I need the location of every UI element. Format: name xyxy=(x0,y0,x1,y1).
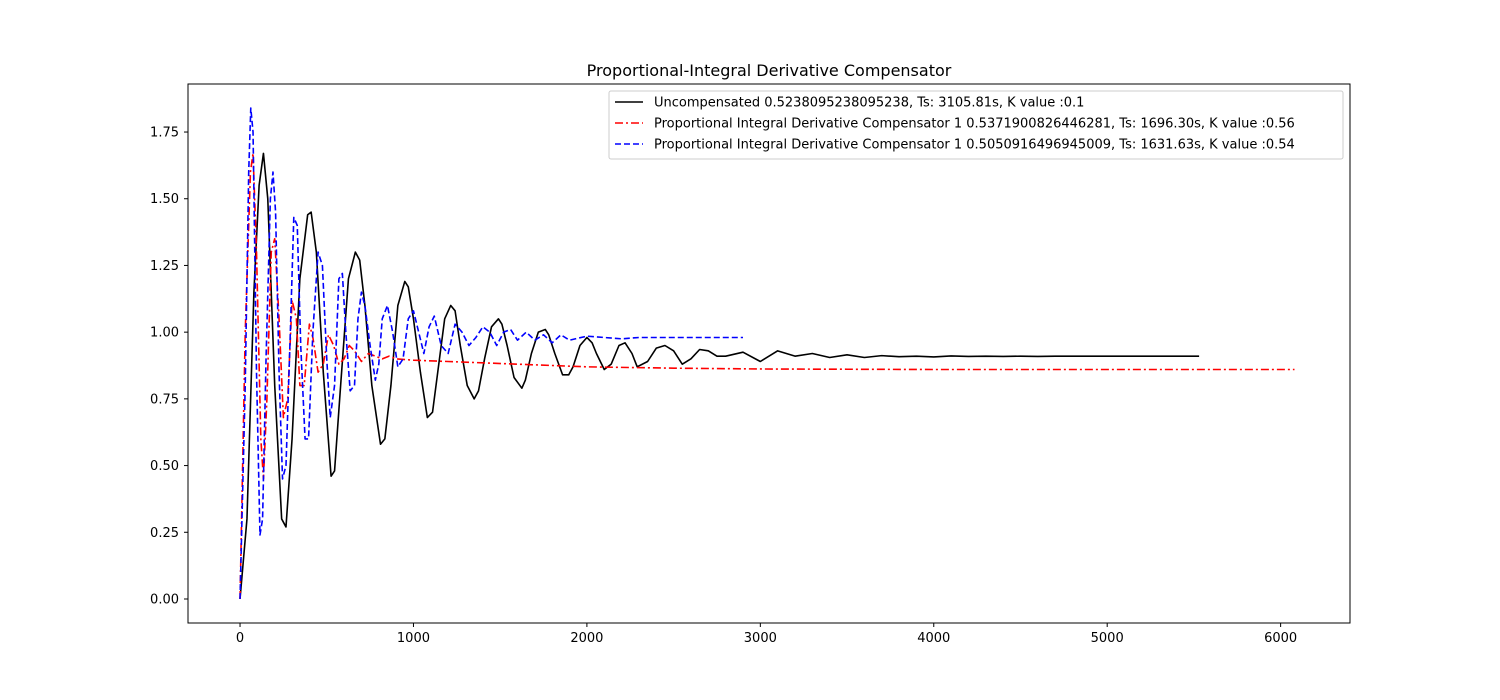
x-tick-label: 4000 xyxy=(917,631,950,646)
y-tick-label: 0.25 xyxy=(150,526,179,541)
y-axis: 0.00 0.25 0.50 0.75 1.00 1.25 1.50 1.75 xyxy=(150,126,188,607)
y-tick-label: 0.50 xyxy=(150,459,179,474)
y-tick-label: 1.25 xyxy=(150,259,179,274)
chart-title: Proportional-Integral Derivative Compens… xyxy=(587,61,952,80)
legend: Uncompensated 0.5238095238095238, Ts: 31… xyxy=(608,90,1344,160)
legend-box xyxy=(608,90,1344,160)
x-tick-label: 3000 xyxy=(744,631,777,646)
x-tick-label: 2000 xyxy=(570,631,603,646)
series-layer xyxy=(239,107,1295,600)
legend-label-2: Proportional Integral Derivative Compens… xyxy=(654,117,1295,132)
y-tick-label: 0.00 xyxy=(150,592,179,607)
y-tick-label: 1.00 xyxy=(150,326,179,341)
y-tick-label: 1.75 xyxy=(150,126,179,141)
x-axis: 0 1000 2000 3000 4000 5000 6000 xyxy=(236,623,1297,646)
x-tick-label: 6000 xyxy=(1264,631,1297,646)
series-line-2 xyxy=(239,152,1295,600)
series-line-3 xyxy=(239,107,743,600)
legend-label-1: Uncompensated 0.5238095238095238, Ts: 31… xyxy=(654,96,1084,111)
x-tick-label: 0 xyxy=(236,631,244,646)
legend-label-3: Proportional Integral Derivative Compens… xyxy=(654,138,1295,153)
series-line-1 xyxy=(239,152,1200,600)
x-tick-label: 5000 xyxy=(1091,631,1124,646)
y-tick-label: 1.50 xyxy=(150,192,179,207)
x-tick-label: 1000 xyxy=(397,631,430,646)
y-tick-label: 0.75 xyxy=(150,392,179,407)
plot-frame xyxy=(187,83,1351,624)
